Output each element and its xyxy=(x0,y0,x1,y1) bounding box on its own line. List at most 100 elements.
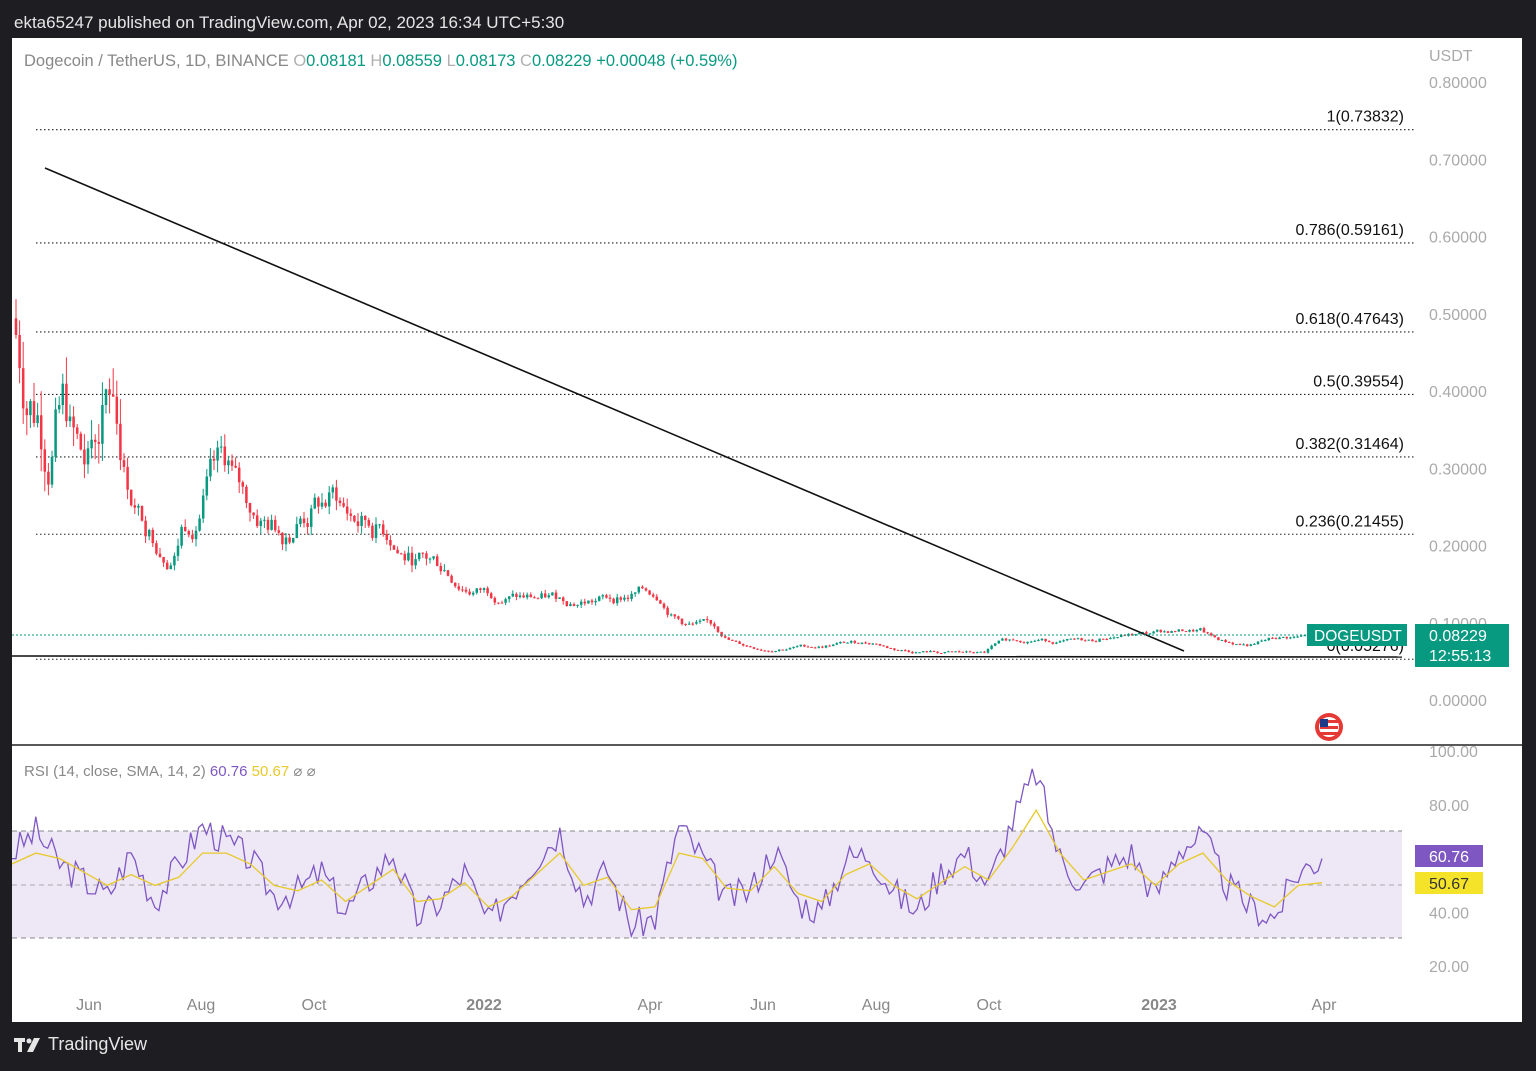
rsi-value: 60.76 xyxy=(209,763,248,780)
candle-body xyxy=(165,562,169,570)
candle-body xyxy=(443,570,446,572)
candle-body xyxy=(414,559,417,566)
candle-body xyxy=(587,600,590,604)
candle-body xyxy=(126,466,129,490)
candle-body xyxy=(659,600,662,604)
candle-body xyxy=(158,553,162,557)
price-axis[interactable]: 0.80000 0.70000 0.60000 0.50000 0.40000 0.300… xyxy=(1429,75,1487,710)
candle-body xyxy=(983,651,986,653)
chart-canvas[interactable]: 1(0.73832) 0.786(0.59161) 0.618(0.47643) 0.… xyxy=(12,38,1522,1022)
candle-body xyxy=(651,594,655,597)
candle-body xyxy=(83,449,86,465)
candle-body xyxy=(54,409,57,457)
candle-body xyxy=(698,620,702,622)
candle-body xyxy=(648,590,651,595)
candle-body xyxy=(1051,642,1055,644)
candle-body xyxy=(734,640,738,642)
fib-label: 0.5(0.39554) xyxy=(1313,373,1404,390)
candle-body xyxy=(781,649,785,651)
tradingview-logo[interactable]: TradingView xyxy=(14,1034,147,1055)
candle-body xyxy=(324,502,327,507)
fib-label: 0.618(0.47643) xyxy=(1295,311,1404,328)
rsi-axis[interactable]: 100.00 80.00 40.00 20.00 xyxy=(1429,744,1478,976)
candle-body xyxy=(756,648,759,650)
us-flag-icon[interactable] xyxy=(1315,713,1343,741)
sma-badge: 50.67 xyxy=(1429,876,1469,893)
candle-body xyxy=(1260,640,1263,642)
candle-body xyxy=(565,601,569,606)
candle-body xyxy=(821,646,824,648)
candle-body xyxy=(626,597,630,599)
candle-body xyxy=(687,623,691,625)
candle-body xyxy=(295,524,299,539)
candle-body xyxy=(993,643,997,646)
candle-body xyxy=(878,644,882,646)
candle-body xyxy=(1209,633,1213,636)
candle-body xyxy=(367,519,371,526)
candle-body xyxy=(209,458,212,477)
candle-body xyxy=(1170,631,1173,633)
candle-body xyxy=(846,642,849,644)
time-tick: 2022 xyxy=(466,997,502,1014)
candle-body xyxy=(471,592,475,595)
candle-body xyxy=(716,626,720,632)
candle-body xyxy=(1029,641,1033,643)
candle-body xyxy=(936,651,939,654)
fib-label: 0.382(0.31464) xyxy=(1295,436,1404,453)
sma-value: 50.67 xyxy=(251,763,290,780)
candle-body xyxy=(101,405,104,444)
candle-body xyxy=(583,601,587,604)
candle-body xyxy=(21,368,25,409)
candle-body xyxy=(194,530,198,540)
candle-body xyxy=(720,631,723,637)
rsi-tick: 20.00 xyxy=(1429,959,1469,976)
candle-body xyxy=(403,553,407,561)
candle-body xyxy=(871,643,875,645)
candle-body xyxy=(1087,639,1091,641)
candle-body xyxy=(29,401,32,416)
candle-body xyxy=(810,646,813,648)
candle-body xyxy=(1008,639,1011,641)
price-axis-unit: USDT xyxy=(1429,48,1473,65)
time-tick: Oct xyxy=(302,997,327,1014)
candle-body xyxy=(428,558,432,560)
support-line[interactable] xyxy=(12,655,1403,658)
candle-body xyxy=(479,588,482,590)
candle-body xyxy=(824,645,828,648)
candle-body xyxy=(763,650,767,652)
candle-body xyxy=(745,645,749,647)
candle-body xyxy=(507,596,511,600)
candle-body xyxy=(108,389,111,395)
candle-body xyxy=(349,513,353,516)
candle-body xyxy=(338,500,342,504)
candle-body xyxy=(489,593,493,598)
candle-body xyxy=(162,556,165,563)
candle-body xyxy=(1231,642,1235,645)
candle-body xyxy=(1019,640,1022,643)
candle-body xyxy=(979,651,983,653)
candle-body xyxy=(360,515,363,527)
candle-body xyxy=(867,643,871,645)
candle-body xyxy=(270,519,273,530)
candle-body xyxy=(785,649,788,651)
candle-body xyxy=(1109,638,1112,640)
candle-body xyxy=(25,408,29,416)
candle-body xyxy=(954,651,957,653)
candle-body xyxy=(795,646,799,648)
candle-body xyxy=(115,396,119,424)
price-tick: 0.60000 xyxy=(1429,230,1487,247)
candle-body xyxy=(684,623,687,625)
candle-body xyxy=(1137,633,1141,635)
time-axis[interactable]: Jun Aug Oct 2022 Apr Jun Aug Oct 2023 Apr xyxy=(76,997,1337,1014)
candle-body xyxy=(396,549,399,554)
candle-body xyxy=(932,651,936,653)
candle-body xyxy=(907,650,911,652)
downtrend-line[interactable] xyxy=(44,167,1185,652)
candle-body xyxy=(252,512,255,516)
candle-body xyxy=(1062,640,1065,642)
candle-body xyxy=(1238,644,1242,646)
candle-body xyxy=(331,487,335,493)
candle-body xyxy=(1274,638,1278,640)
candle-body xyxy=(839,641,842,644)
price-tick: 0.70000 xyxy=(1429,152,1487,169)
